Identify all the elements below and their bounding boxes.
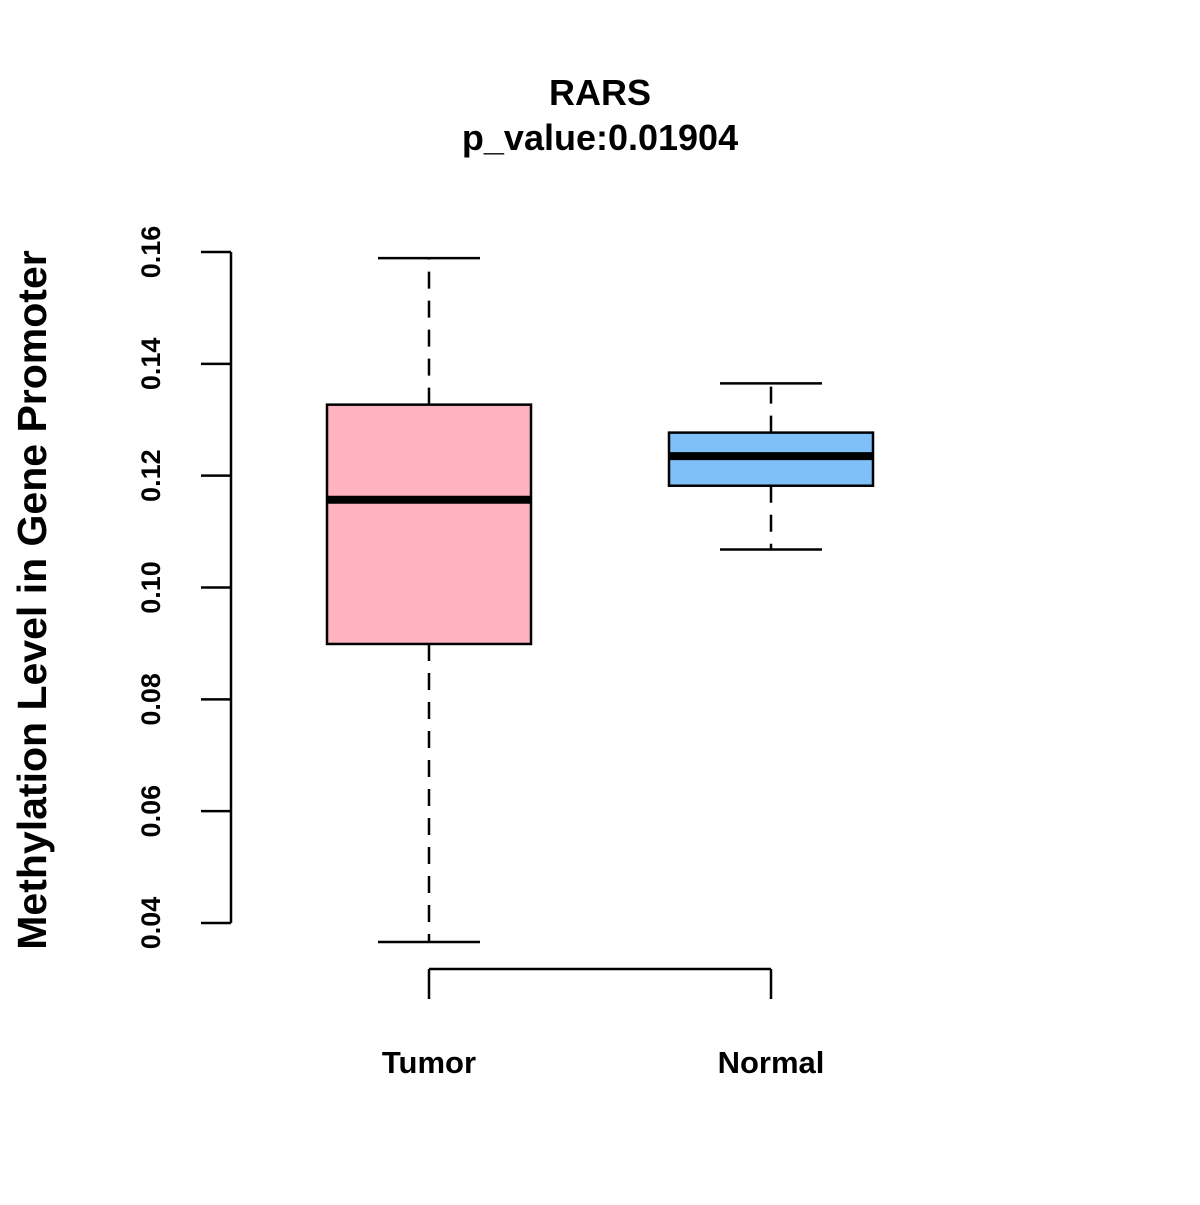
- y-tick-label: 0.04: [136, 897, 166, 950]
- y-tick-label: 0.08: [136, 673, 166, 726]
- box-tumor: [325, 256, 533, 944]
- x-tick-label: Tumor: [382, 1045, 476, 1080]
- chart-title: RARS: [549, 72, 651, 113]
- y-tick-label: 0.12: [136, 449, 166, 502]
- y-tick-label: 0.06: [136, 785, 166, 838]
- y-axis: 0.04 0.06 0.08 0.10 0.12 0.14 0.16: [136, 226, 233, 950]
- y-tick-label: 0.16: [136, 226, 166, 279]
- y-tick-label: 0.14: [136, 338, 166, 391]
- iqr-box: [325, 403, 533, 646]
- box-normal: [667, 382, 875, 551]
- x-tick-label: Normal: [718, 1045, 825, 1080]
- y-axis-label: Methylation Level in Gene Promoter: [9, 250, 55, 949]
- x-axis: Tumor Normal: [382, 967, 825, 1080]
- chart-subtitle: p_value:0.01904: [462, 117, 738, 158]
- y-tick-label: 0.10: [136, 561, 166, 614]
- box-series: [325, 256, 875, 944]
